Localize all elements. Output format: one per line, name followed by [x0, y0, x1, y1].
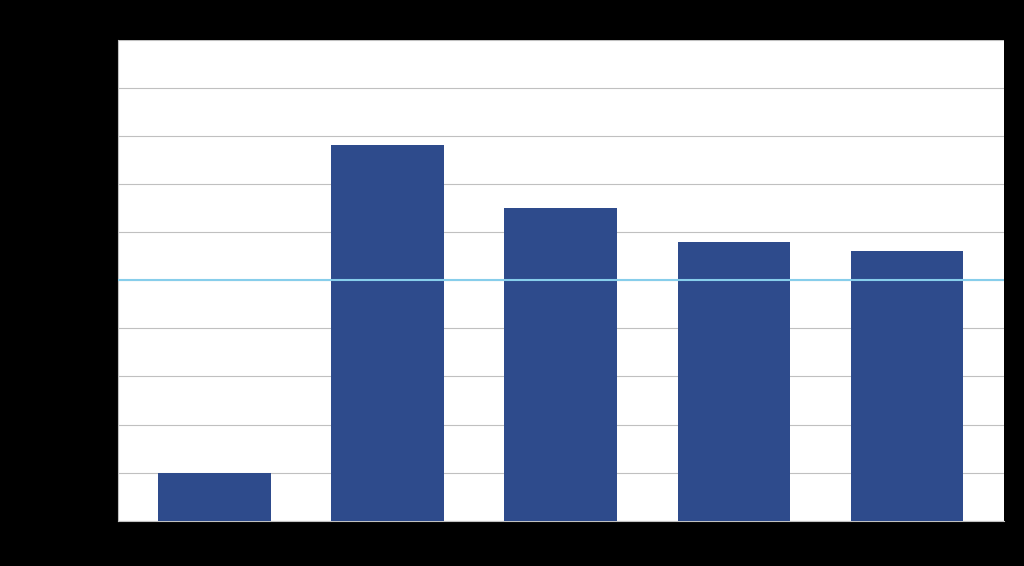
- Bar: [331, 145, 443, 521]
- Bar: [158, 473, 270, 521]
- Bar: [851, 251, 964, 521]
- Bar: [505, 208, 616, 521]
- Bar: [678, 242, 791, 521]
